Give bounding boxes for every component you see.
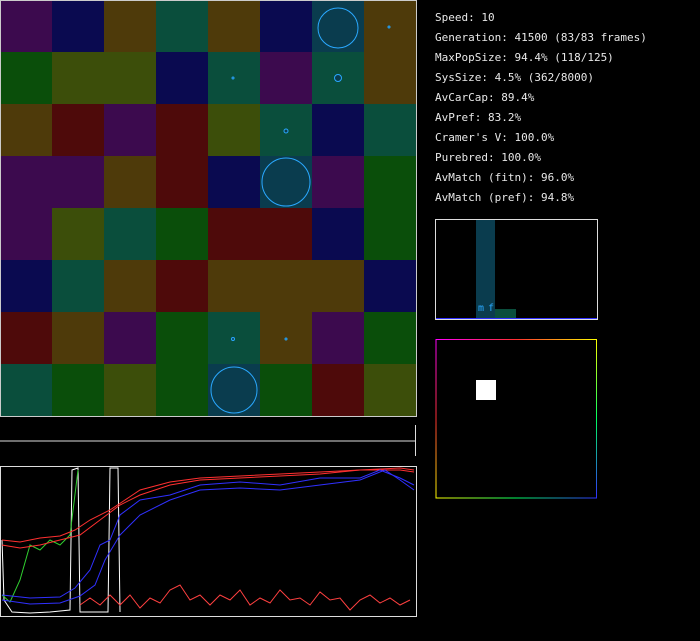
agent [283, 128, 289, 134]
world-border [0, 0, 417, 417]
cell [104, 364, 156, 416]
line [1, 469, 415, 599]
stat-line: SysSize: 4.5% (362/8000) [435, 71, 594, 84]
cell [364, 104, 416, 156]
cell [260, 52, 312, 104]
stat-line: AvMatch (pref): 94.8% [435, 191, 574, 204]
cell [0, 52, 52, 104]
cell [156, 52, 208, 104]
agent [334, 74, 342, 82]
cell [0, 260, 52, 312]
cell [364, 260, 416, 312]
cell [52, 156, 104, 208]
cell [260, 364, 312, 416]
cell [156, 260, 208, 312]
cell [208, 208, 260, 260]
stat-line: AvPref: 83.2% [435, 111, 521, 124]
cell [312, 156, 364, 208]
agent [210, 366, 258, 414]
stat-line: MaxPopSize: 94.4% (118/125) [435, 51, 614, 64]
cell [104, 52, 156, 104]
line [1, 469, 415, 549]
cell [52, 0, 104, 52]
cell [52, 208, 104, 260]
cell [260, 0, 312, 52]
cell [364, 208, 416, 260]
stats-panel: Speed: 10 Generation: 41500 (83/83 frames… [435, 11, 647, 204]
cell [260, 260, 312, 312]
histogram [435, 219, 598, 320]
cell [52, 52, 104, 104]
hist-label: f [488, 303, 494, 314]
cell [208, 156, 260, 208]
cell [364, 312, 416, 364]
hist-bar [495, 309, 516, 319]
stat-line: AvMatch (fitn): 96.0% [435, 171, 574, 184]
cell [208, 0, 260, 52]
stat-line: Cramer's V: 100.0% [435, 131, 555, 144]
hist-label: m [478, 303, 484, 314]
cell [104, 312, 156, 364]
cell [156, 208, 208, 260]
cell [364, 52, 416, 104]
cell [156, 156, 208, 208]
cell [208, 260, 260, 312]
stat-line: Speed: 10 [435, 11, 495, 24]
cell [156, 104, 208, 156]
cell [0, 104, 52, 156]
agents [210, 7, 391, 414]
agent [317, 7, 359, 49]
agent [261, 157, 311, 207]
cell [52, 104, 104, 156]
cell [156, 312, 208, 364]
stat-line: Generation: 41500 (83/83 frames) [435, 31, 647, 44]
stat-line: AvCarCap: 89.4% [435, 91, 535, 104]
cell [208, 104, 260, 156]
agent [231, 76, 235, 80]
line [1, 469, 415, 605]
cell [0, 0, 52, 52]
cell [104, 0, 156, 52]
cell [0, 208, 52, 260]
line [79, 584, 411, 611]
line [1, 467, 415, 543]
cell [312, 208, 364, 260]
agent [284, 337, 288, 341]
cell [52, 364, 104, 416]
cell [52, 260, 104, 312]
cell [312, 104, 364, 156]
history-lines [1, 467, 415, 614]
cell [52, 312, 104, 364]
agent [231, 337, 235, 341]
hist-bar [476, 220, 495, 319]
preference-map [435, 339, 597, 499]
cell [0, 156, 52, 208]
cell [0, 312, 52, 364]
world-grid [0, 0, 416, 416]
line [1, 467, 121, 614]
cell [312, 364, 364, 416]
cell [156, 0, 208, 52]
cell [312, 260, 364, 312]
cell [104, 156, 156, 208]
cell [156, 364, 208, 416]
cell [104, 104, 156, 156]
preference-point [476, 380, 496, 400]
cell [0, 364, 52, 416]
cell [364, 156, 416, 208]
agent [387, 25, 391, 29]
cell [260, 208, 312, 260]
cell [104, 260, 156, 312]
cell [312, 312, 364, 364]
cell [364, 364, 416, 416]
cell [104, 208, 156, 260]
stat-line: Purebred: 100.0% [435, 151, 541, 164]
